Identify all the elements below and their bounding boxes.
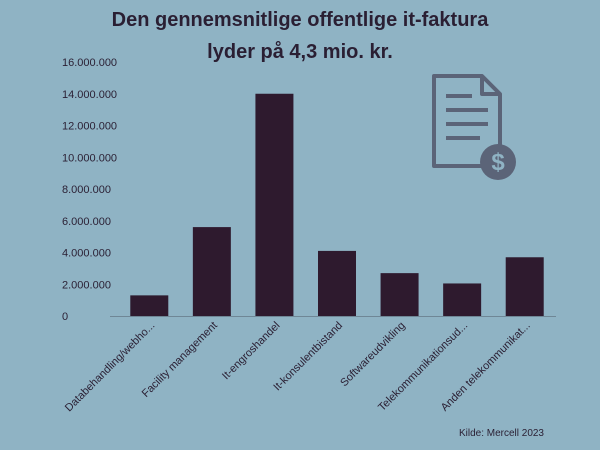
bar [192, 227, 231, 316]
x-tick-label: Softwareudvikling [338, 320, 407, 389]
y-tick-label: 10.000.000 [62, 152, 117, 164]
invoice-dollar-icon: $ [432, 74, 516, 180]
bars [130, 93, 544, 316]
bar [255, 93, 294, 316]
y-tick-label: 12.000.000 [62, 121, 117, 133]
chart-title-line-2: lyder på 4,3 mio. kr. [207, 41, 393, 63]
x-tick-label: It-engroshandel [220, 320, 283, 383]
y-tick-label: 4.000.000 [62, 248, 111, 260]
x-axis-labels: Databehandling/webho...Facility manageme… [63, 320, 533, 415]
y-tick-label: 16.000.000 [62, 57, 117, 69]
svg-text:$: $ [491, 149, 505, 176]
y-tick-label: 14.000.000 [62, 89, 117, 101]
x-tick-label: Databehandling/webho... [63, 320, 158, 415]
bar [443, 283, 482, 316]
bar [380, 273, 419, 316]
bar [130, 295, 169, 316]
bar [318, 250, 356, 316]
y-axis-ticks: 0 2.000.000 4.000.000 6.000.000 8.000.000 10.… [62, 57, 117, 323]
bar [505, 257, 544, 316]
y-tick-label: 0 [62, 311, 68, 323]
source-note: Kilde: Mercell 2023 [458, 428, 544, 439]
chart-title-line-1: Den gennemsnitlige offentlige it-faktura [111, 9, 489, 31]
chart-title: Den gennemsnitlige offentlige it-faktura… [0, 4, 600, 68]
y-tick-label: 8.000.000 [62, 184, 111, 196]
y-tick-label: 6.000.000 [62, 216, 111, 228]
y-tick-label: 2.000.000 [62, 279, 111, 291]
x-tick-label: It-konsulentbistand [271, 320, 345, 394]
